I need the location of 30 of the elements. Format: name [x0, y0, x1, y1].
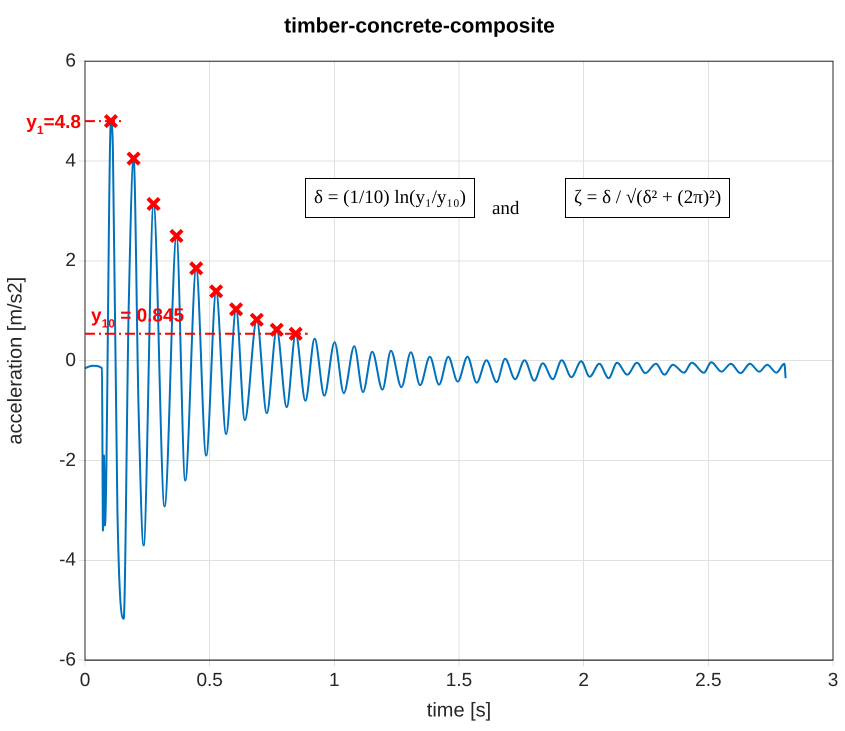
point [288, 326, 304, 342]
point [269, 322, 284, 338]
y-tick-label: 2 [65, 250, 76, 272]
x-tick-label: 3 [828, 670, 838, 691]
point [188, 260, 204, 276]
y-tick-label: -4 [59, 550, 76, 571]
y-tick-label: 0 [65, 350, 76, 371]
x-tick-label: 2.5 [695, 670, 722, 691]
y-tick-label: 6 [65, 50, 76, 72]
x-tick-label: 0.5 [196, 670, 223, 691]
point [168, 228, 184, 244]
annotation: ζ = δ / √(δ² + (2π)²) [565, 178, 730, 218]
y-tick-label: 4 [65, 150, 76, 172]
chart-title: timber-concrete-composite [284, 14, 555, 38]
point [249, 312, 264, 328]
annotation: δ = (1/10) ln(y₁/y₁₀) [305, 178, 475, 218]
point [228, 302, 244, 317]
x-tick-label: 1 [329, 670, 340, 691]
point [146, 196, 162, 212]
point [126, 150, 142, 166]
annotation: and [492, 198, 520, 220]
x-tick-label: 2 [578, 670, 589, 691]
y-axis-title: acceleration [m/s2] [4, 276, 27, 445]
point [103, 113, 119, 129]
x-axis-title: time [s] [426, 700, 492, 722]
y-tick-label: -6 [59, 649, 76, 670]
point [208, 284, 224, 299]
x-tick-label: 0 [80, 670, 90, 691]
x-tick-label: 1.5 [446, 670, 472, 691]
y-tick-label: -2 [59, 450, 76, 471]
